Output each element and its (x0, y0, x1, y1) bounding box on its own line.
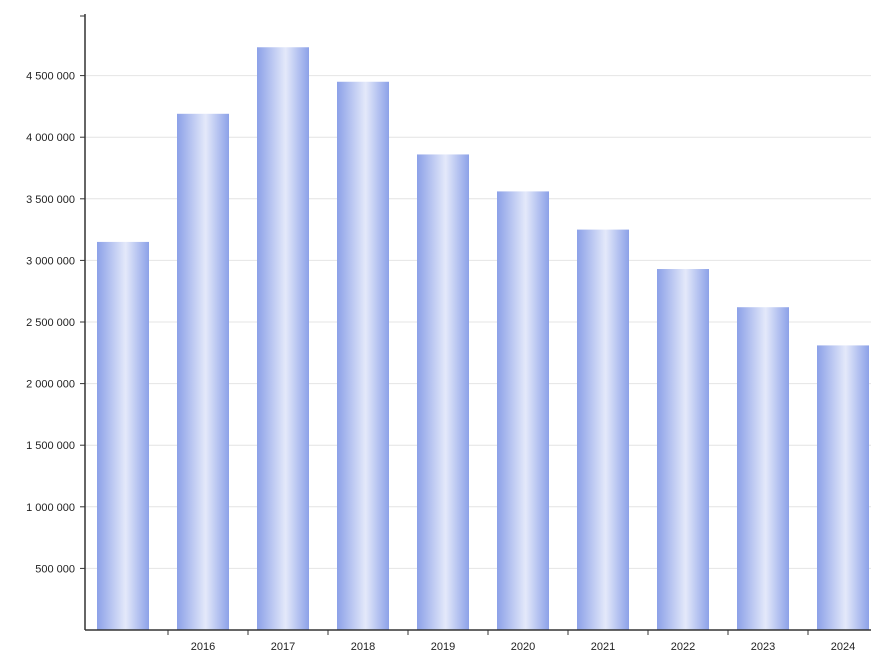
x-tick-label: 2016 (191, 641, 215, 653)
bar-2016 (177, 113, 229, 631)
y-tick-label: 1 500 000 (26, 440, 75, 452)
y-tick-label: 2 500 000 (26, 317, 75, 329)
x-tick-label: 2017 (271, 641, 295, 653)
y-tick-label: 4 000 000 (26, 132, 75, 144)
y-tick-label: 3 000 000 (26, 255, 75, 267)
bar-2019 (417, 154, 469, 630)
bar-2023 (737, 307, 789, 630)
x-tick-label: 2018 (351, 641, 375, 653)
y-tick-label: 3 500 000 (26, 194, 75, 206)
bar-2020 (497, 191, 549, 630)
y-axis-ticks: 500 000 1 000 000 1 500 000 2 000 000 2 500 … (26, 15, 85, 575)
bar-2022 (657, 269, 709, 630)
x-tick-label: 2021 (591, 641, 615, 653)
x-tick-label: 2023 (751, 641, 775, 653)
bar-2017 (257, 47, 309, 631)
x-tick-label: 2022 (671, 641, 695, 653)
y-tick-label: 2 000 000 (26, 379, 75, 391)
y-tick-label: 4 500 000 (26, 71, 75, 83)
x-tick-label: 2019 (431, 641, 455, 653)
x-tick-label: 2020 (511, 641, 535, 653)
bar-2021 (577, 229, 629, 630)
bar-2024 (817, 345, 869, 630)
x-axis-ticks: 2016 2017 2018 2019 2020 2021 2022 2023 2024 (167, 630, 855, 653)
bars (97, 47, 869, 631)
bar-2018 (337, 81, 389, 630)
x-tick-label: 2024 (831, 641, 855, 653)
bar-first (97, 241, 149, 631)
y-tick-label: 500 000 (35, 563, 75, 575)
y-tick-label: 1 000 000 (26, 502, 75, 514)
